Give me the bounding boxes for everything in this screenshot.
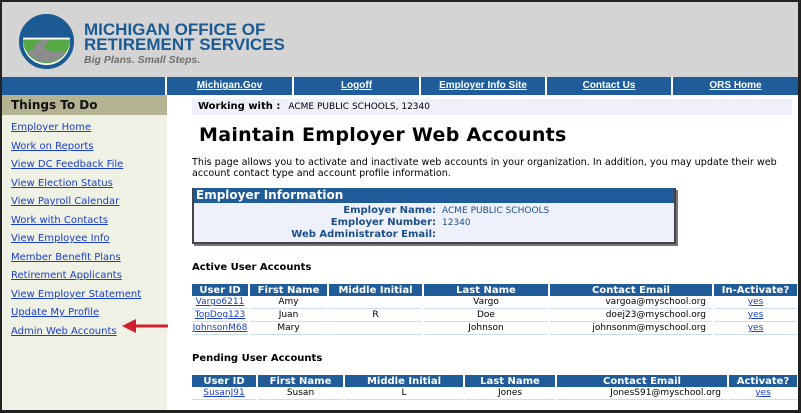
toggle-account-link[interactable]: yes: [747, 297, 764, 307]
table-cell: [329, 322, 422, 335]
nav-employer-info-site[interactable]: Employer Info Site: [421, 77, 545, 95]
toggle-account-link[interactable]: yes: [747, 323, 764, 333]
nav-contact-us[interactable]: Contact Us: [547, 77, 671, 95]
table-cell: Amy: [250, 296, 327, 309]
working-with-value: ACME PUBLIC SCHOOLS, 12340: [288, 102, 430, 112]
page-description: This page allows you to activate and ina…: [192, 157, 777, 179]
working-with-label: Working with :: [198, 101, 281, 112]
sidebar-item-employer-statement[interactable]: View Employer Statement: [11, 288, 142, 300]
table-cell: Jones: [465, 387, 555, 400]
table-cell: Vargo: [424, 296, 548, 309]
table-cell: vargoa@myschool.org: [550, 296, 712, 309]
column-header: In-Activate?: [714, 282, 797, 296]
sidebar-item-update-profile[interactable]: Update My Profile: [11, 307, 100, 318]
table-cell: Mary: [250, 322, 327, 335]
table-cell: yes: [729, 387, 797, 400]
sidebar-item-employer-home[interactable]: Employer Home: [11, 122, 92, 133]
sidebar-title: Things To Do: [2, 95, 167, 115]
sidebar-item-admin-web-accounts[interactable]: Admin Web Accounts: [11, 325, 117, 337]
table-cell: doej23@myschool.org: [550, 309, 712, 322]
table-cell: L: [345, 387, 463, 400]
top-nav: Michigan.Gov Logoff Employer Info Site C…: [2, 77, 798, 95]
active-accounts-heading: Active User Accounts: [192, 262, 312, 273]
red-arrow-icon: [122, 319, 168, 333]
ors-logo-icon: [19, 14, 74, 69]
table-cell: yes: [714, 296, 797, 309]
user-id-link[interactable]: Vargo6211: [195, 297, 245, 307]
column-header: Last Name: [465, 373, 555, 387]
table-cell: Doe: [424, 309, 548, 322]
user-id-link[interactable]: SusanJ91: [203, 388, 245, 398]
employer-name-value: ACME PUBLIC SCHOOLS: [442, 206, 550, 216]
table-row: JohnsonM68 Mary Johnson johnsonm@myschool.o…: [192, 322, 797, 335]
sidebar-item-benefit-plans[interactable]: Member Benefit Plans: [11, 251, 121, 263]
employer-info-title: Employer Information: [194, 188, 674, 203]
nav-spacer: [2, 77, 165, 95]
brand-line-2: RETIREMENT SERVICES: [84, 35, 285, 54]
table-cell: Johnson: [424, 322, 548, 335]
table-cell: TopDog123: [192, 309, 248, 322]
sidebar-item-dc-feedback[interactable]: View DC Feedback File: [11, 159, 124, 170]
brand-line-1: MICHIGAN OFFICE OF: [84, 20, 266, 39]
nav-ors-home[interactable]: ORS Home: [673, 77, 798, 95]
table-cell: R: [329, 309, 422, 322]
column-header: Middle Initial: [329, 282, 422, 296]
table-cell: [329, 296, 422, 309]
column-header: Activate?: [729, 373, 797, 387]
column-header: User ID: [192, 373, 256, 387]
active-accounts-table: User ID First Name Middle Initial Last Name…: [190, 282, 798, 335]
admin-email-label: Web Administrator Email:: [291, 229, 436, 240]
table-row: SusanJ91 Susan L Jones JonesS91@myschool.org…: [192, 387, 797, 400]
header: MICHIGAN OFFICE OF RETIREMENT SERVICES Bi…: [2, 2, 798, 77]
column-header: First Name: [250, 282, 327, 296]
tagline: Big Plans. Small Steps.: [84, 54, 201, 66]
table-cell: JohnsonM68: [192, 322, 248, 335]
table-row: TopDog123 Juan R Doe doej23@myschool.org yes: [192, 309, 797, 322]
sidebar-item-payroll-calendar[interactable]: View Payroll Calendar: [11, 196, 120, 207]
sidebar-item-contacts[interactable]: Work with Contacts: [11, 214, 109, 226]
sidebar-item-election-status[interactable]: View Election Status: [11, 177, 113, 189]
column-header: Last Name: [424, 282, 548, 296]
main-content: Working with : ACME PUBLIC SCHOOLS, 12340…: [192, 95, 797, 400]
sidebar: Things To Do Employer Home Work on Repor…: [2, 95, 167, 410]
page-title: Maintain Employer Web Accounts: [199, 124, 567, 146]
table-cell: Susan: [258, 387, 343, 400]
table-cell: Juan: [250, 309, 327, 322]
employer-name-label: Employer Name:: [343, 205, 436, 216]
sidebar-item-retirement-applicants[interactable]: Retirement Applicants: [11, 270, 122, 281]
table-row: Vargo6211 Amy Vargo vargoa@myschool.org yes: [192, 296, 797, 309]
nav-michigan-gov[interactable]: Michigan.Gov: [167, 77, 292, 95]
column-header: Middle Initial: [345, 373, 463, 387]
toggle-account-link[interactable]: yes: [747, 310, 764, 320]
employer-number-value: 12340: [442, 218, 471, 228]
toggle-account-link[interactable]: yes: [755, 388, 771, 398]
brand-name: MICHIGAN OFFICE OF RETIREMENT SERVICES: [84, 20, 285, 54]
sidebar-item-work-on-reports[interactable]: Work on Reports: [11, 140, 94, 152]
table-cell: Vargo6211: [192, 296, 248, 309]
employer-info-panel: Employer Information Employer Name: ACME …: [192, 188, 676, 244]
pending-accounts-heading: Pending User Accounts: [192, 353, 323, 364]
employer-number-label: Employer Number:: [330, 217, 436, 228]
table-cell: yes: [714, 309, 797, 322]
table-cell: johnsonm@myschool.org: [550, 322, 712, 335]
table-cell: SusanJ91: [192, 387, 256, 400]
column-header: Contact Email: [557, 373, 727, 387]
pending-accounts-table: User ID First Name Middle Initial Last Name…: [190, 373, 798, 400]
user-id-link[interactable]: JohnsonM68: [192, 323, 248, 333]
nav-logoff[interactable]: Logoff: [294, 77, 419, 95]
column-header: First Name: [258, 373, 343, 387]
column-header: User ID: [192, 282, 248, 296]
column-header: Contact Email: [550, 282, 712, 296]
user-id-link[interactable]: TopDog123: [194, 310, 246, 320]
sidebar-item-employee-info[interactable]: View Employee Info: [11, 233, 110, 244]
table-cell: yes: [714, 322, 797, 335]
table-cell: JonesS91@myschool.org: [557, 387, 727, 400]
working-with-bar: Working with : ACME PUBLIC SCHOOLS, 12340: [192, 99, 792, 115]
